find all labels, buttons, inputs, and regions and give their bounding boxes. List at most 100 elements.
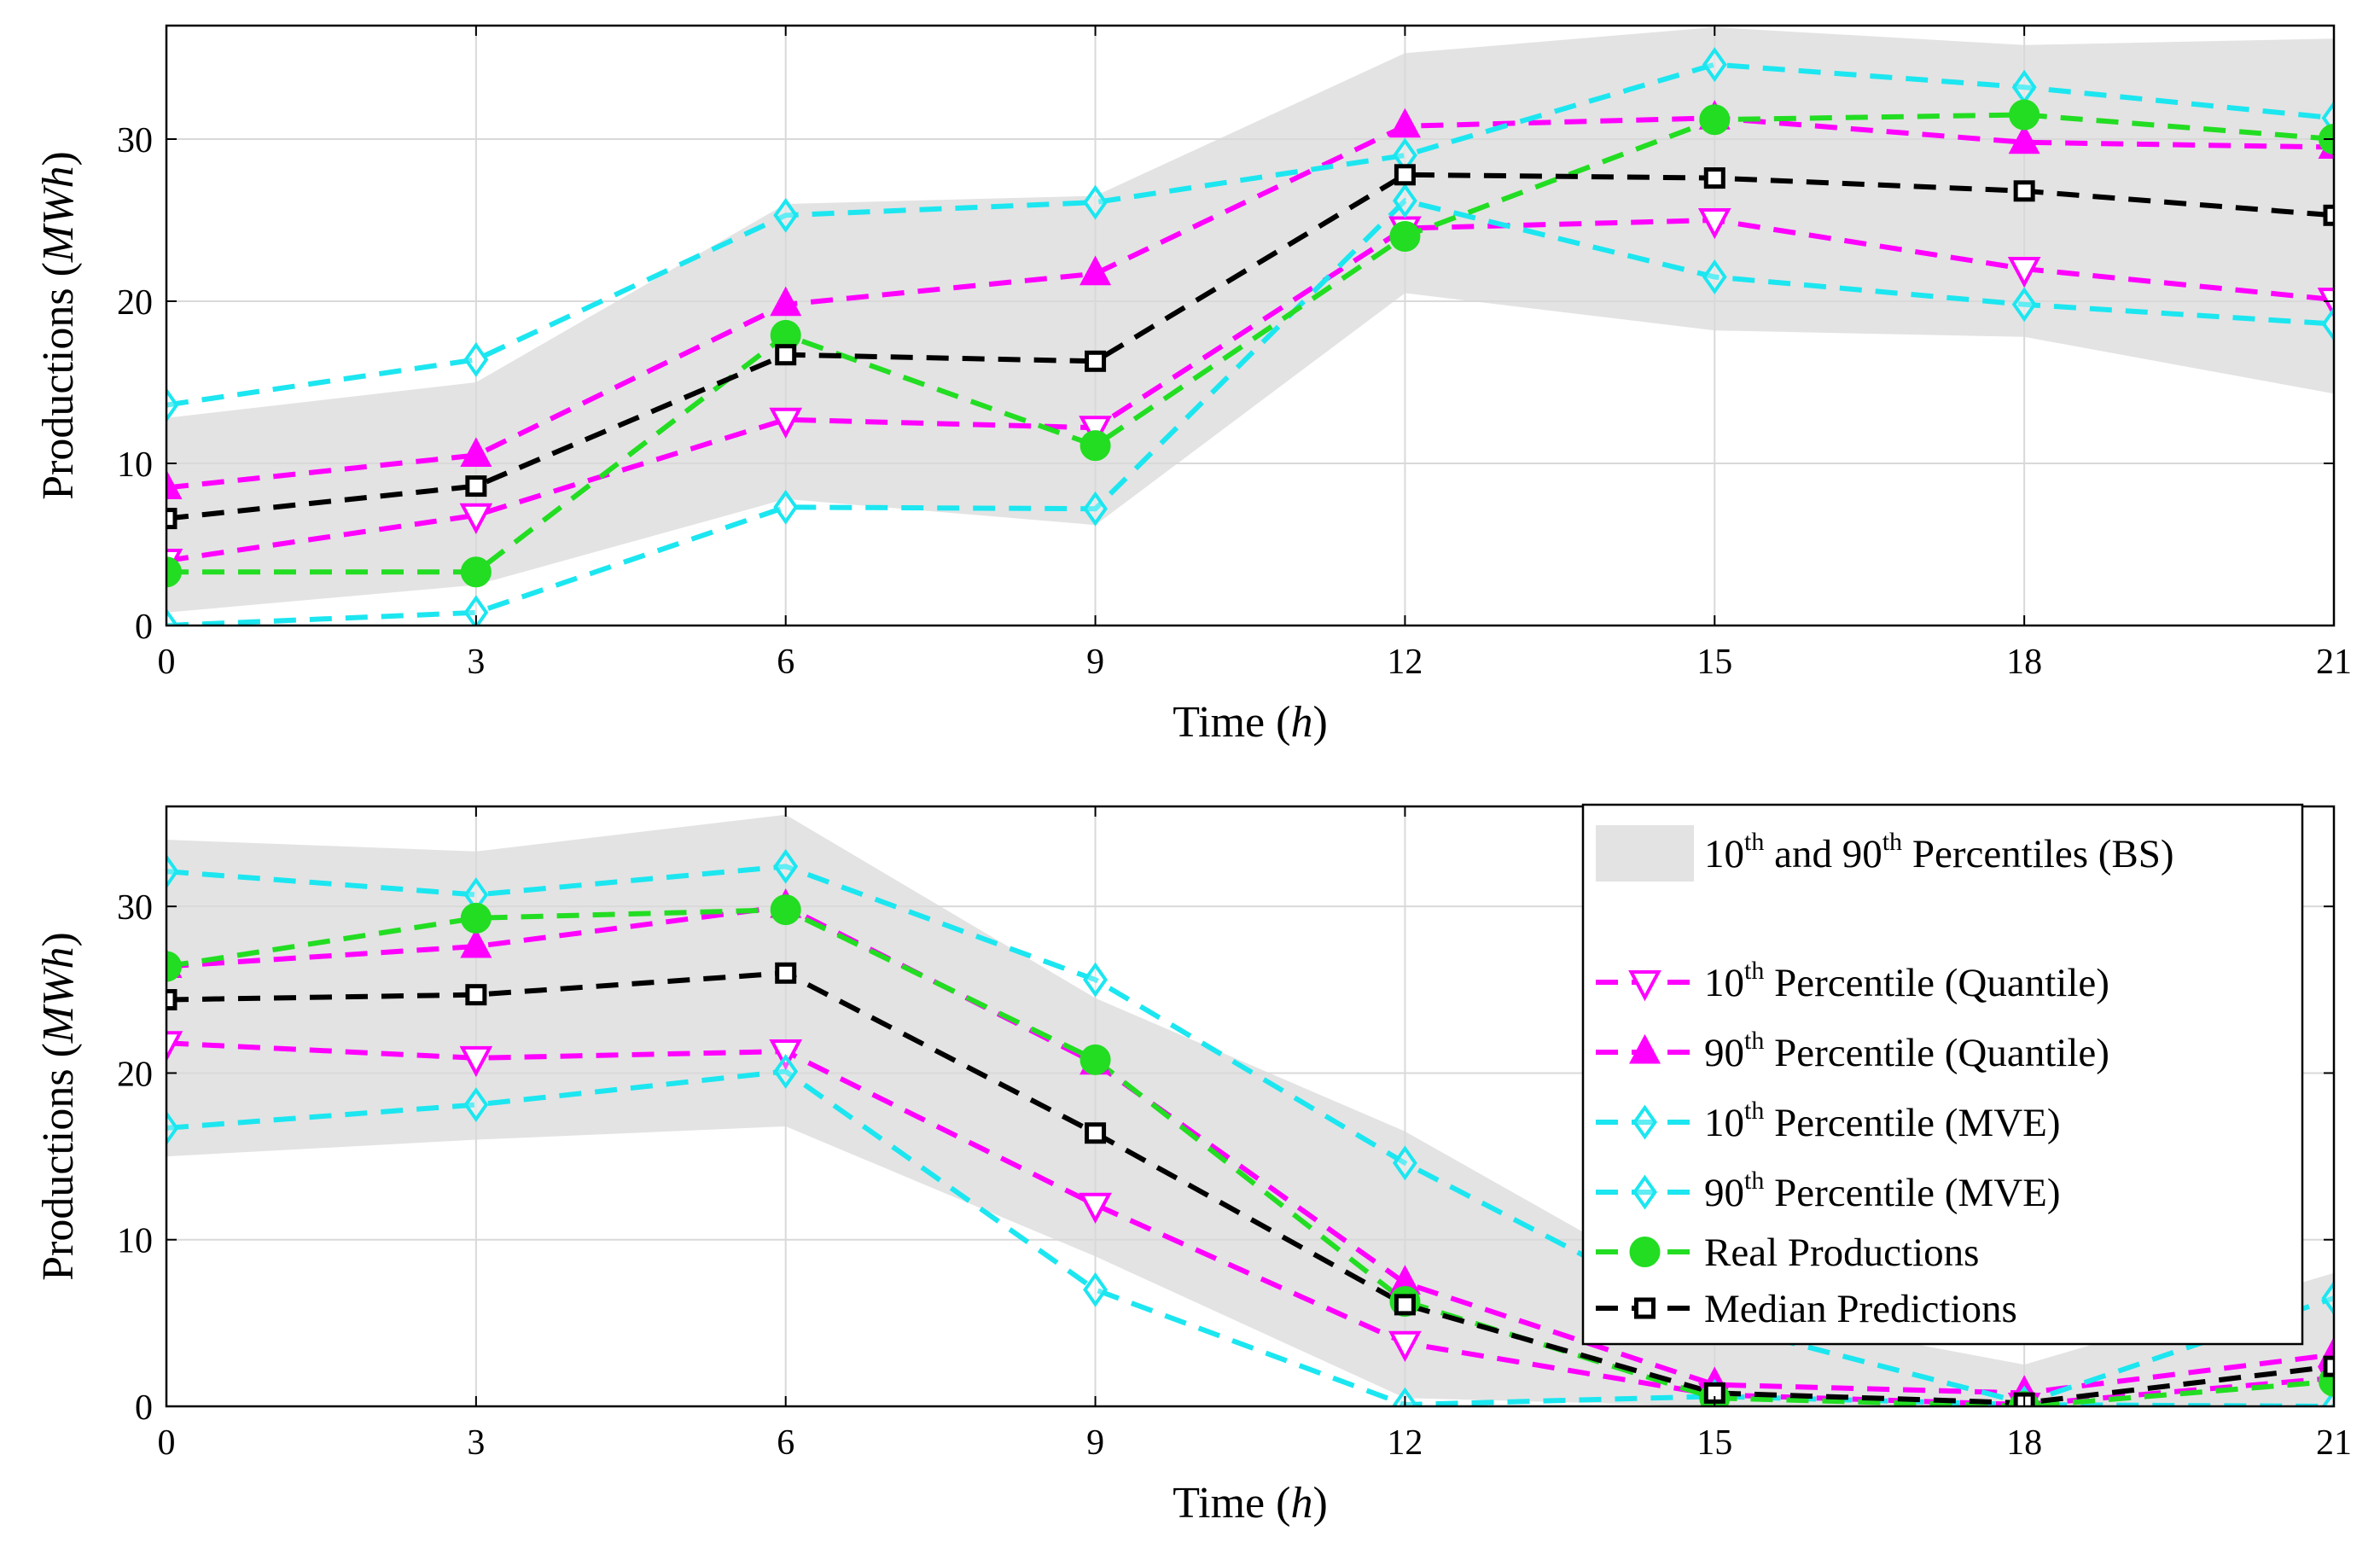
x-axis-label-text: Time ( xyxy=(1173,1479,1290,1528)
markers-median-predictions xyxy=(166,164,2334,530)
point-10th-percentile-mve xyxy=(2011,287,2037,323)
legend-label-rest: and 90 xyxy=(1764,832,1882,876)
point-90th-percentile-quantile xyxy=(1388,108,1421,138)
point-median-predictions xyxy=(465,984,487,1006)
point-90th-percentile-mve xyxy=(1083,962,1109,998)
legend: 10th and 90th Percentiles (BS)10th Perce… xyxy=(1581,803,2304,1346)
legend-label-sup: th xyxy=(1744,828,1764,856)
axes-box xyxy=(165,805,2336,1408)
point-real-productions xyxy=(770,894,801,926)
point-10th-percentile-mve xyxy=(773,489,799,525)
legend-label-rest: Percentiles (BS) xyxy=(1902,832,2174,876)
legend-swatch-marker xyxy=(1632,1104,1657,1140)
legend-label-base: 10 xyxy=(1704,961,1744,1005)
point-10th-percentile-mve xyxy=(1702,259,1727,294)
x-tick-label: 6 xyxy=(777,643,794,682)
x-axis-label-close: ) xyxy=(1312,698,1327,747)
y-tick-label: 10 xyxy=(117,1222,153,1261)
point-10th-percentile-mve xyxy=(1083,1272,1109,1307)
y-axis-label-close: ) xyxy=(34,151,83,166)
legend-label: 10th Percentile (MVE) xyxy=(1704,1097,2061,1145)
point-median-predictions xyxy=(775,962,797,984)
point-median-predictions xyxy=(1394,164,1416,186)
percentile-band xyxy=(166,26,2334,613)
legend-label: 10th and 90th Percentiles (BS) xyxy=(1704,828,2174,876)
x-axis-label-close: ) xyxy=(1312,1479,1327,1528)
y-axis-label: Productions (MWh) xyxy=(34,932,83,1281)
y-tick-label: 30 xyxy=(117,888,153,928)
series-line-real-productions xyxy=(166,112,2334,575)
x-axis-label-unit: h xyxy=(1290,1479,1312,1528)
x-tick-label: 21 xyxy=(2316,643,2352,682)
point-10th-percentile-quantile xyxy=(1697,208,1731,240)
legend-label: 90th Percentile (Quantile) xyxy=(1704,1027,2109,1075)
point-real-productions xyxy=(460,902,492,934)
x-tick-label: 3 xyxy=(467,643,485,682)
markers-10th-percentile-mve xyxy=(166,183,2334,626)
point-10th-percentile-mve xyxy=(2321,306,2334,342)
point-90th-percentile-quantile xyxy=(1079,255,1112,286)
point-90th-percentile-quantile xyxy=(2008,124,2040,154)
y-axis-label-text: Productions ( xyxy=(34,262,83,500)
x-tick-label: 9 xyxy=(1086,643,1104,682)
x-tick-label: 18 xyxy=(2006,1423,2042,1463)
x-tick-label: 15 xyxy=(1696,1423,1732,1463)
point-median-predictions xyxy=(1085,350,1107,372)
point-10th-percentile-quantile xyxy=(769,407,803,439)
percentile-band xyxy=(166,814,2334,1406)
point-10th-percentile-mve xyxy=(463,1087,489,1123)
legend-label-rest: Percentile (Quantile) xyxy=(1764,961,2109,1005)
point-90th-percentile-mve xyxy=(1702,47,1727,83)
point-10th-percentile-mve xyxy=(463,595,489,626)
legend-label-sup: th xyxy=(1882,828,1902,856)
series-line-90th-percentile-quantile xyxy=(166,115,2334,491)
point-10th-percentile-mve xyxy=(1083,491,1109,527)
point-median-predictions xyxy=(166,989,177,1011)
point-10th-percentile-quantile xyxy=(1388,1330,1422,1363)
x-axis-label: Time (h) xyxy=(1173,698,1328,747)
y-axis-label-unit: MWh xyxy=(34,946,83,1044)
y-tick-label: 20 xyxy=(117,1055,153,1094)
point-10th-percentile-quantile xyxy=(459,1045,493,1078)
x-tick-label: 12 xyxy=(1387,1423,1423,1463)
series-line-10th-percentile-quantile xyxy=(166,217,2334,563)
legend-label-base: Real Productions xyxy=(1704,1231,1979,1275)
legend-label: 10th Percentile (Quantile) xyxy=(1704,957,2109,1005)
point-real-productions xyxy=(460,556,492,588)
markers-real-productions xyxy=(166,99,2334,588)
legend-box xyxy=(1581,803,2304,1346)
point-median-predictions xyxy=(465,475,487,498)
series-line-90th-percentile-mve xyxy=(166,61,2334,408)
point-real-productions xyxy=(1699,104,1731,136)
legend-label-base: 90 xyxy=(1704,1171,1744,1215)
legend-swatch-marker xyxy=(1629,1033,1661,1064)
x-tick-label: 9 xyxy=(1086,1423,1104,1463)
series-line-real-productions xyxy=(166,907,2334,1406)
legend-label-base: Median Predictions xyxy=(1704,1287,2017,1331)
x-axis-label-unit: h xyxy=(1290,698,1312,747)
point-10th-percentile-quantile xyxy=(1079,1192,1112,1224)
series-line-10th-percentile-mve xyxy=(166,1068,2334,1406)
x-axis-label: Time (h) xyxy=(1173,1479,1328,1528)
point-90th-percentile-mve xyxy=(463,341,489,377)
point-median-predictions xyxy=(2013,180,2035,202)
point-median-predictions xyxy=(775,344,797,366)
legend-label: Median Predictions xyxy=(1704,1287,2017,1331)
plot-area xyxy=(166,26,2334,626)
point-median-predictions xyxy=(1703,167,1725,189)
point-real-productions xyxy=(1389,221,1421,252)
point-90th-percentile-mve xyxy=(773,848,799,884)
series-line-90th-percentile-mve xyxy=(166,864,2334,1406)
point-real-productions xyxy=(1079,1044,1111,1075)
x-tick-label: 6 xyxy=(777,1423,794,1463)
markers-median-predictions xyxy=(166,962,2334,1406)
y-tick-label: 10 xyxy=(117,445,153,485)
point-90th-percentile-mve xyxy=(166,387,179,423)
series-line-median-predictions xyxy=(166,172,2334,521)
y-tick-label: 0 xyxy=(135,1388,153,1428)
point-90th-percentile-mve xyxy=(773,197,799,233)
legend-label-sup: th xyxy=(1744,957,1764,985)
legend-label-sup: th xyxy=(1744,1027,1764,1055)
